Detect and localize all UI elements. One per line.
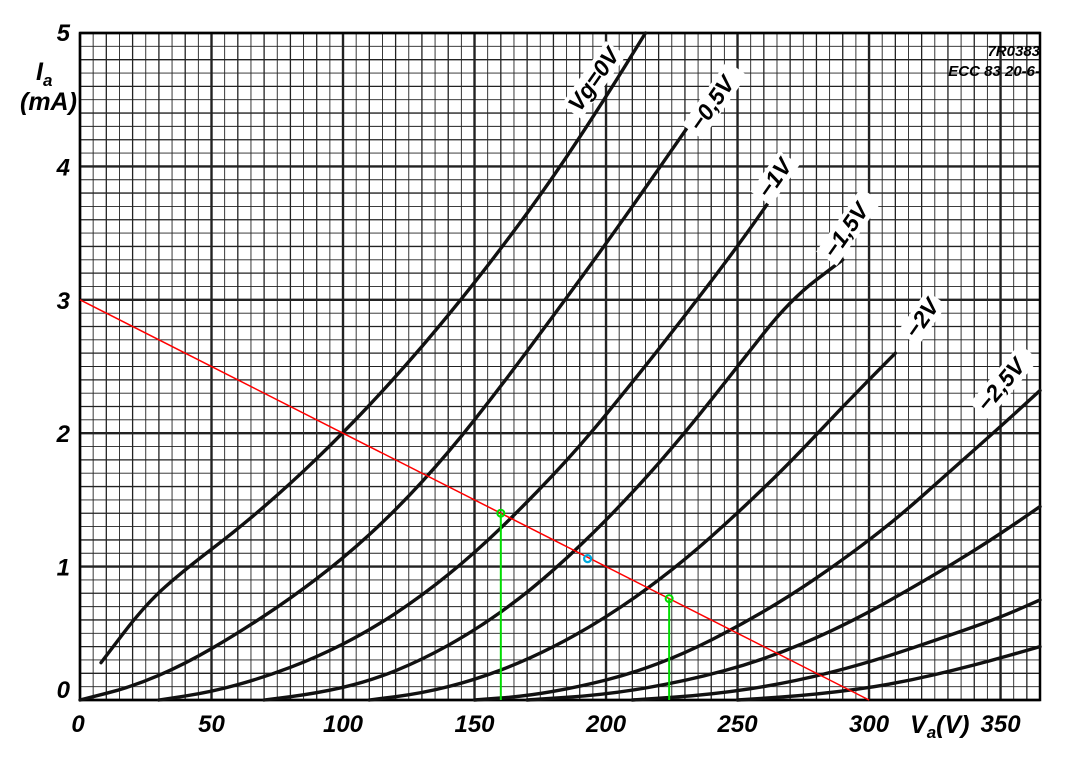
series-line — [367, 351, 898, 702]
x-axis-title-bg — [906, 708, 974, 740]
curve-label-group: −1,5V — [816, 187, 882, 266]
curve-label-bg — [682, 60, 748, 140]
curve-label-bg — [816, 187, 882, 266]
marker-point — [664, 594, 674, 604]
y-tick-label: 0 — [57, 677, 71, 704]
x-tick-label: 250 — [717, 711, 759, 738]
series-line — [630, 598, 1042, 702]
x-axis-title-sub: a — [927, 723, 936, 742]
y-tick-label: 4 — [56, 154, 70, 181]
marker-point — [496, 508, 506, 518]
x-tick-label: 150 — [454, 711, 495, 738]
overlay — [79, 299, 870, 701]
x-tick-label: 300 — [849, 711, 890, 738]
series-line — [157, 188, 779, 702]
datasheet-code: 7R0383 — [987, 43, 1040, 60]
y-axis-title: Ia — [36, 58, 52, 90]
labels: 7R0383 ECC 83 20-6- 0 50 100 150 200 250 300 35… — [20, 20, 1041, 742]
curve-label-group: −1V — [750, 150, 800, 206]
curve-label-group: −2,5V — [969, 343, 1039, 420]
plot-frame — [78, 31, 1042, 702]
x-axis-title: Va(V) — [910, 711, 969, 742]
x-tick-label: 350 — [981, 711, 1022, 738]
x-axis-title-unit: (V) — [936, 711, 969, 739]
series-line — [525, 504, 1042, 702]
series-line — [99, 31, 648, 665]
series-line — [735, 644, 1042, 702]
curve-label-bg — [561, 40, 627, 120]
y-tick-label: 1 — [57, 555, 70, 582]
curve-label-group: −2V — [897, 290, 947, 346]
datasheet-tube-code: ECC 83 20-6- — [948, 63, 1040, 80]
y-axis-unit: (mA) — [20, 88, 77, 116]
y-tick-label: 2 — [56, 421, 71, 448]
y-tick-label: 3 — [57, 288, 71, 315]
curve-label-bg — [750, 150, 800, 206]
y-tick-label: 5 — [57, 20, 71, 47]
operating-point — [583, 553, 593, 564]
x-tick-label: 50 — [198, 711, 225, 738]
series-line — [78, 91, 713, 702]
grid — [78, 31, 1042, 702]
load-line — [79, 299, 870, 701]
curve-label-bg — [897, 290, 947, 346]
x-tick-label: 200 — [585, 711, 627, 738]
curves — [78, 31, 1042, 702]
series-line — [262, 258, 845, 702]
curve-label-bg — [969, 343, 1039, 420]
y-axis-title-sub: a — [43, 71, 52, 90]
series-line — [472, 388, 1042, 702]
x-tick-label: 100 — [323, 711, 364, 738]
x-tick-label: 0 — [71, 711, 85, 738]
